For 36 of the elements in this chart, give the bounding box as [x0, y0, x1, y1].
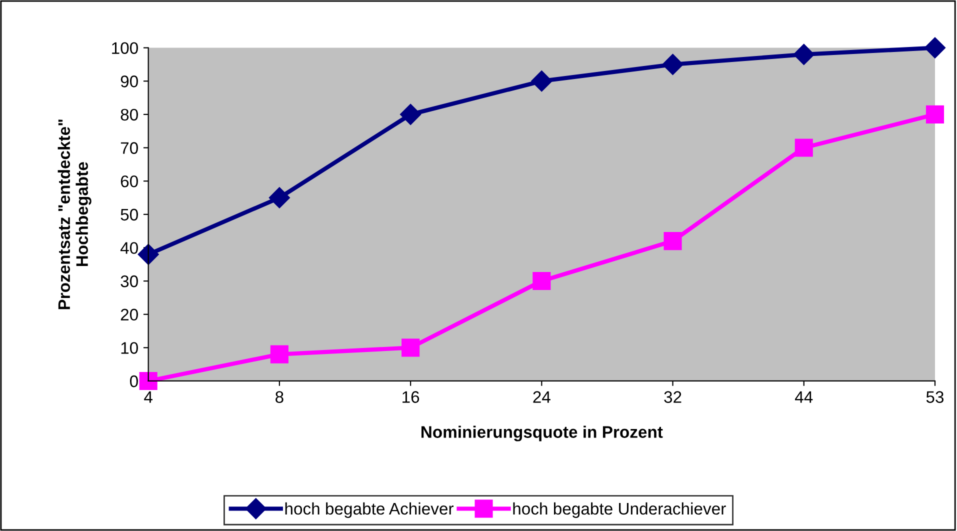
point — [402, 338, 420, 357]
y-tick-label: 70 — [120, 142, 138, 154]
x-tick-label: 4 — [144, 391, 152, 403]
point — [662, 54, 684, 75]
y-tick-label: 50 — [120, 208, 138, 221]
y-tick-label: 80 — [120, 108, 138, 121]
legend-label: hoch begabte Achiever — [285, 502, 454, 518]
y-tick-label: 30 — [120, 275, 138, 288]
x-tick-label: 8 — [276, 391, 284, 403]
y-axis-title: Prozentsatz "entdeckte" Hochbegabte — [58, 120, 92, 310]
point — [531, 70, 552, 92]
point — [139, 372, 158, 390]
x-tick-label: 24 — [533, 391, 550, 403]
legend-label: hoch begabte Underachiever — [513, 502, 726, 518]
point — [400, 104, 422, 125]
x-tick-label: 44 — [794, 391, 813, 403]
y-tick-label: 90 — [120, 76, 138, 88]
point — [268, 187, 290, 208]
x-tick-label: 32 — [664, 391, 682, 403]
x-tick-label: 16 — [402, 391, 420, 403]
point — [926, 105, 944, 124]
point — [270, 345, 288, 364]
point — [664, 232, 682, 250]
x-tick-label: 53 — [926, 391, 944, 403]
point — [793, 44, 814, 65]
y-tick-label: 60 — [120, 175, 138, 188]
y-tick-label: 40 — [120, 242, 138, 254]
point — [924, 37, 946, 58]
y-tick-label: 10 — [121, 342, 138, 354]
point — [532, 272, 551, 290]
point — [138, 244, 159, 265]
point — [794, 138, 813, 157]
y-tick-label: 0 — [130, 375, 138, 388]
y-tick-label: 100 — [112, 42, 138, 54]
x-axis-title: Nominierungsquote in Prozent — [421, 426, 663, 442]
y-tick-label: 20 — [120, 308, 138, 321]
